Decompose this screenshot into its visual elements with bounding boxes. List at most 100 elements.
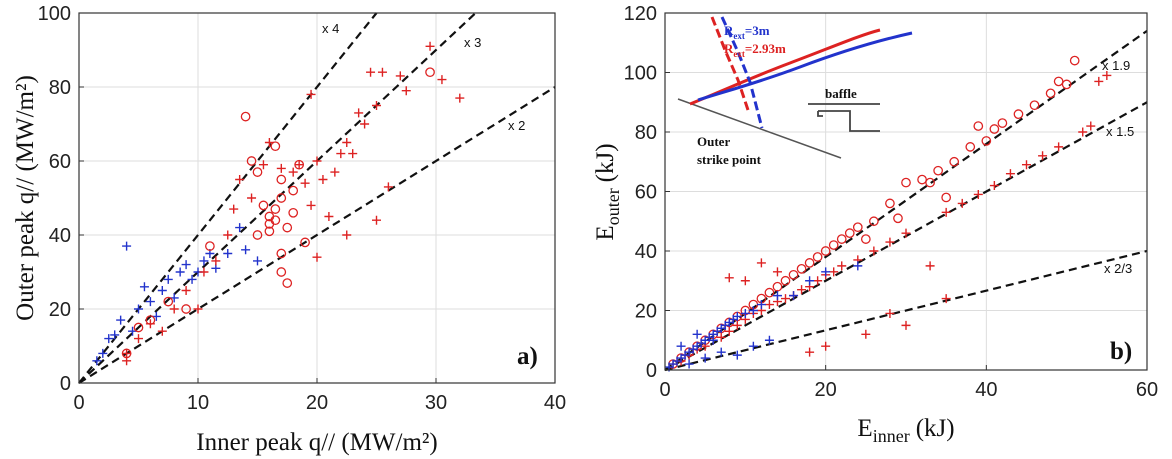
chart-a-point-plus — [241, 245, 251, 255]
chart-b-point-circle — [804, 258, 815, 268]
chart-b-point-circle — [893, 213, 903, 224]
chart-b-point-circle — [836, 234, 847, 244]
chart-b-point-circle — [973, 121, 984, 131]
chart-a-point-plus — [377, 67, 387, 77]
chart-b-point-circle — [860, 234, 871, 244]
chart-b-point-plus — [813, 276, 823, 286]
chart-a-x-tick-label: 20 — [306, 392, 328, 414]
chart-a-point-plus — [336, 149, 346, 159]
inset-legend-blue: Rext=3m — [724, 23, 770, 41]
chart-b-point-circle — [981, 136, 992, 146]
chart-b-x-tick-label: 20 — [815, 379, 837, 401]
chart-a-point-circle — [276, 267, 287, 277]
chart-a-ratio-label: x 2 — [508, 118, 525, 133]
chart-a-point-plus — [294, 160, 304, 170]
chart-a-point-circle — [133, 322, 144, 333]
chart-b-y-label: Eouter(kJ) — [592, 143, 623, 240]
chart-a-point-plus — [342, 138, 352, 147]
chart-a-point-circle — [163, 296, 174, 307]
chart-a-point-plus — [395, 71, 405, 81]
chart-a-x-label: Inner peak q// (MW/m²) — [196, 429, 437, 456]
chart-a-point-circle — [181, 304, 191, 314]
chart-a-ratio-label: x 3 — [464, 35, 481, 50]
chart-a-point-plus — [264, 138, 274, 147]
chart-b-point-circle — [788, 269, 799, 280]
chart-a-y-tick-label: 60 — [49, 151, 71, 173]
chart-a-y-tick-label: 100 — [38, 3, 71, 25]
chart-b-point-plus — [740, 276, 750, 286]
chart-b-point-circle — [820, 246, 831, 256]
inset-baffle-shape — [808, 103, 880, 132]
chart-b-point-circle — [828, 240, 839, 250]
chart-a-x-tick-label: 0 — [73, 392, 84, 414]
chart-b-ratio-label: x 1.9 — [1102, 58, 1130, 73]
chart-a-point-circle — [276, 248, 287, 259]
chart-a-point-plus — [276, 163, 286, 173]
chart-b-y-tick-label: 40 — [635, 241, 657, 263]
chart-b-point-plus — [805, 276, 815, 286]
chart-a-point-circle — [276, 193, 287, 203]
chart-b-point-plus — [797, 285, 807, 295]
chart-b-point-circle — [812, 252, 823, 262]
chart-b-point-circle — [764, 287, 775, 298]
chart-a-ratio-lines: x 4 x 3 x 2 — [78, 12, 556, 384]
chart-b-point-plus — [732, 350, 742, 360]
inset-legend-red: Rext=2.93m — [724, 41, 786, 59]
chart-a-points — [92, 41, 465, 366]
chart-b-point-plus — [772, 267, 782, 277]
inset-strike-label-1: Outer — [697, 134, 730, 149]
chart-b-point-plus — [1054, 142, 1064, 152]
chart-b-point-circle — [965, 142, 976, 152]
chart-a-point-plus — [372, 215, 381, 225]
chart-a-point-plus — [116, 315, 126, 325]
chart-a-panel-label: a) — [517, 343, 538, 370]
chart-a-point-plus — [437, 75, 447, 85]
chart-a-point-plus — [181, 286, 191, 295]
chart-b-point-plus — [1094, 76, 1104, 86]
chart-a-ratio-line — [78, 86, 556, 384]
chart-a-point-plus — [235, 223, 245, 233]
chart-a-point-plus — [247, 193, 257, 203]
chart-a-point-plus — [360, 119, 370, 129]
chart-a-point-plus — [425, 41, 435, 51]
chart-a-point-plus — [104, 334, 114, 344]
chart-a-point-plus — [199, 256, 209, 266]
chart-b-point-circle — [844, 228, 855, 238]
chart-a-point-circle — [300, 237, 310, 248]
chart-a-point-plus — [354, 108, 364, 118]
chart-a-point-circle — [252, 167, 263, 177]
chart-a-point-circle — [246, 156, 257, 166]
chart-b-point-plus — [748, 306, 758, 315]
chart-b-point-circle — [949, 156, 960, 167]
chart-a-point-circle — [288, 185, 299, 196]
chart-b-point-plus — [829, 267, 839, 277]
chart-a-point-plus — [157, 326, 167, 336]
chart-a-point-plus — [199, 267, 209, 277]
chart-b-point-plus — [692, 329, 702, 339]
chart-b-point-circle — [1029, 100, 1040, 111]
chart-a-point-circle — [276, 174, 287, 185]
chart-a-point-plus — [312, 252, 322, 262]
chart-b-point-plus — [941, 294, 951, 304]
chart-a-x-tick-label: 30 — [425, 392, 447, 414]
chart-a-point-plus — [229, 204, 239, 214]
chart-b-point-circle — [885, 198, 895, 209]
chart-a-ratio-label: x 4 — [322, 21, 339, 36]
chart-a-point-plus — [366, 67, 376, 77]
chart-b-point-plus — [764, 335, 774, 345]
chart-b-y-tick-label: 60 — [635, 182, 657, 204]
chart-b-ticks: 0 20 40 60 0 20 40 60 80 100 120 — [624, 3, 1159, 401]
chart-a-point-plus — [253, 256, 262, 266]
chart-a-point-plus — [306, 89, 316, 99]
chart-b-point-plus — [869, 246, 879, 256]
chart-a-x-tick-label: 10 — [187, 392, 209, 414]
chart-b-point-circle — [1013, 109, 1024, 120]
chart-b-point-plus — [925, 261, 935, 271]
chart-b-point-circle — [852, 222, 863, 233]
chart-b-point-plus — [748, 341, 758, 351]
chart-b-point-circle — [796, 263, 807, 274]
chart-b-point-circle — [1053, 76, 1064, 87]
chart-a-point-circle — [282, 222, 293, 233]
chart-b-x-tick-label: 0 — [659, 379, 670, 401]
